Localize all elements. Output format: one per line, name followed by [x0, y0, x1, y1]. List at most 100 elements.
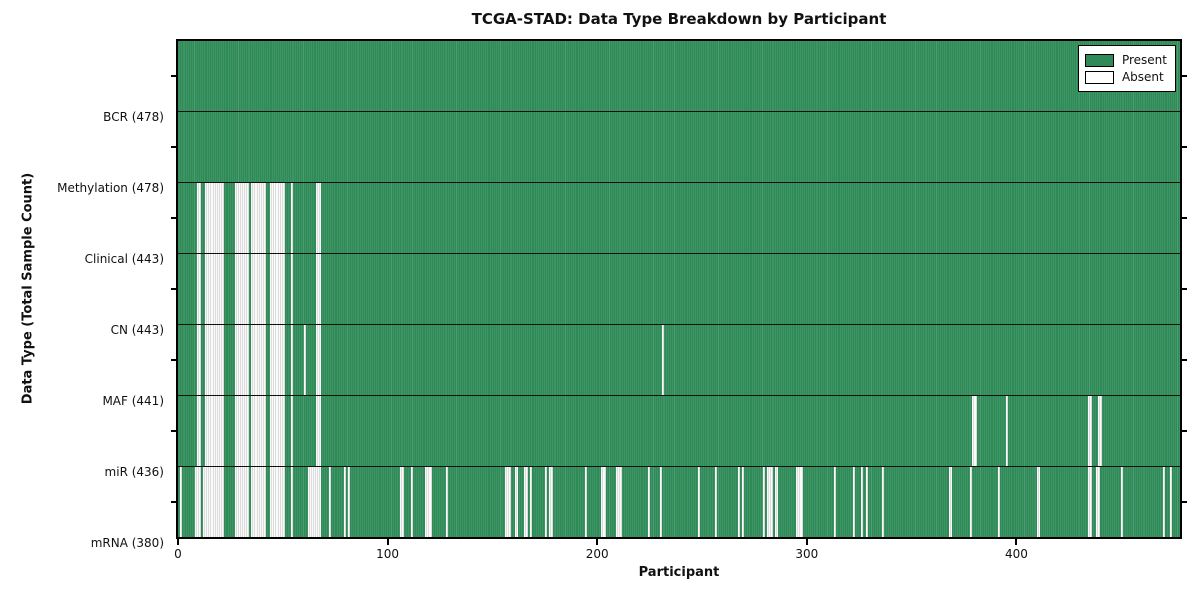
absent-stripe: [318, 325, 321, 395]
heatmap-row-maf: [178, 325, 1180, 396]
absent-stripe: [240, 396, 243, 466]
y-tick-mark: [171, 429, 177, 432]
absent-stripe: [253, 467, 256, 537]
absent-stripe: [865, 467, 868, 537]
absent-stripe: [253, 183, 256, 253]
absent-stripe: [282, 183, 285, 253]
absent-stripe: [255, 325, 258, 395]
absent-stripe: [291, 467, 294, 537]
absent-stripe: [280, 467, 283, 537]
absent-stripe: [291, 183, 294, 253]
absent-stripe: [205, 467, 208, 537]
absent-stripe: [215, 254, 218, 324]
absent-stripe: [242, 183, 246, 253]
absent-stripe: [410, 467, 413, 537]
absent-stripe: [697, 467, 700, 537]
absent-stripe: [741, 467, 744, 537]
absent-stripe: [762, 467, 765, 537]
absent-stripe: [282, 467, 285, 537]
absent-stripe: [263, 183, 267, 253]
absent-stripe: [603, 467, 606, 537]
absent-stripe: [207, 396, 210, 466]
absent-stripe: [1163, 467, 1166, 537]
absent-stripe: [207, 467, 210, 537]
absent-stripe: [251, 183, 254, 253]
absent-stripe: [1087, 396, 1090, 466]
absent-stripe: [278, 325, 281, 395]
absent-stripe: [222, 396, 225, 466]
absent-stripe: [272, 396, 275, 466]
x-tick-label: 100: [376, 547, 400, 561]
y-tick-mark: [171, 500, 177, 503]
heatmap-row-clinical: [178, 183, 1180, 254]
absent-stripe: [234, 467, 237, 537]
absent-stripe: [242, 396, 246, 466]
absent-stripe: [261, 467, 264, 537]
absent-stripe: [240, 467, 243, 537]
absent-swatch: [1084, 70, 1114, 84]
absent-stripe: [213, 467, 216, 537]
absent-stripe: [253, 254, 256, 324]
absent-stripe: [240, 183, 243, 253]
absent-stripe: [274, 183, 277, 253]
legend: Present Absent: [1077, 45, 1176, 92]
absent-stripe: [222, 183, 225, 253]
absent-stripe: [276, 254, 279, 324]
x-tick-label: 200: [585, 547, 609, 561]
absent-stripe: [530, 467, 533, 537]
absent-stripe: [882, 467, 885, 537]
absent-stripe: [219, 467, 223, 537]
absent-stripe: [616, 467, 619, 537]
x-tick-mark: [596, 539, 599, 545]
absent-stripe: [205, 396, 208, 466]
y-tick-label-clinical: Clinical (443): [84, 252, 164, 267]
absent-stripe: [234, 325, 237, 395]
absent-stripe: [316, 183, 319, 253]
absent-stripe: [255, 254, 258, 324]
absent-stripe: [257, 467, 260, 537]
absent-stripe: [274, 325, 277, 395]
absent-stripe: [584, 467, 587, 537]
absent-stripe: [245, 467, 248, 537]
absent-stripe: [219, 183, 223, 253]
y-tick-mark: [1181, 75, 1187, 78]
absent-stripe: [205, 183, 208, 253]
absent-stripe: [236, 325, 239, 395]
absent-stripe: [861, 467, 864, 537]
absent-stripe: [318, 254, 321, 324]
absent-stripe: [280, 183, 283, 253]
absent-stripe: [211, 325, 214, 395]
y-tick-labels: BCR (478) Methylation (478) Clinical (443)…: [0, 41, 170, 549]
absent-stripe: [247, 183, 250, 253]
absent-stripe: [1169, 467, 1172, 537]
absent-stripe: [328, 467, 332, 537]
y-tick-label-mrna: mRNA (380): [90, 535, 164, 550]
absent-stripe: [427, 467, 430, 537]
absent-stripe: [970, 467, 973, 537]
absent-stripe: [714, 467, 717, 537]
absent-stripe: [196, 396, 199, 466]
absent-stripe: [834, 467, 837, 537]
absent-stripe: [316, 254, 319, 324]
absent-stripe: [251, 396, 254, 466]
absent-stripe: [209, 325, 212, 395]
absent-stripe: [247, 396, 250, 466]
absent-stripe: [253, 396, 256, 466]
absent-stripe: [949, 467, 952, 537]
y-tick-mark: [1181, 500, 1187, 503]
y-tick-mark: [171, 358, 177, 361]
absent-stripe: [247, 325, 250, 395]
absent-stripe: [515, 467, 518, 537]
absent-stripe: [662, 325, 665, 395]
absent-stripe: [251, 325, 254, 395]
absent-stripe: [544, 467, 547, 537]
absent-stripe: [647, 467, 650, 537]
absent-stripe: [303, 325, 306, 395]
absent-stripe: [307, 467, 311, 537]
absent-stripe: [203, 467, 206, 537]
absent-stripe: [255, 396, 258, 466]
absent-stripe: [209, 467, 212, 537]
absent-stripe: [318, 467, 321, 537]
absent-stripe: [217, 183, 220, 253]
